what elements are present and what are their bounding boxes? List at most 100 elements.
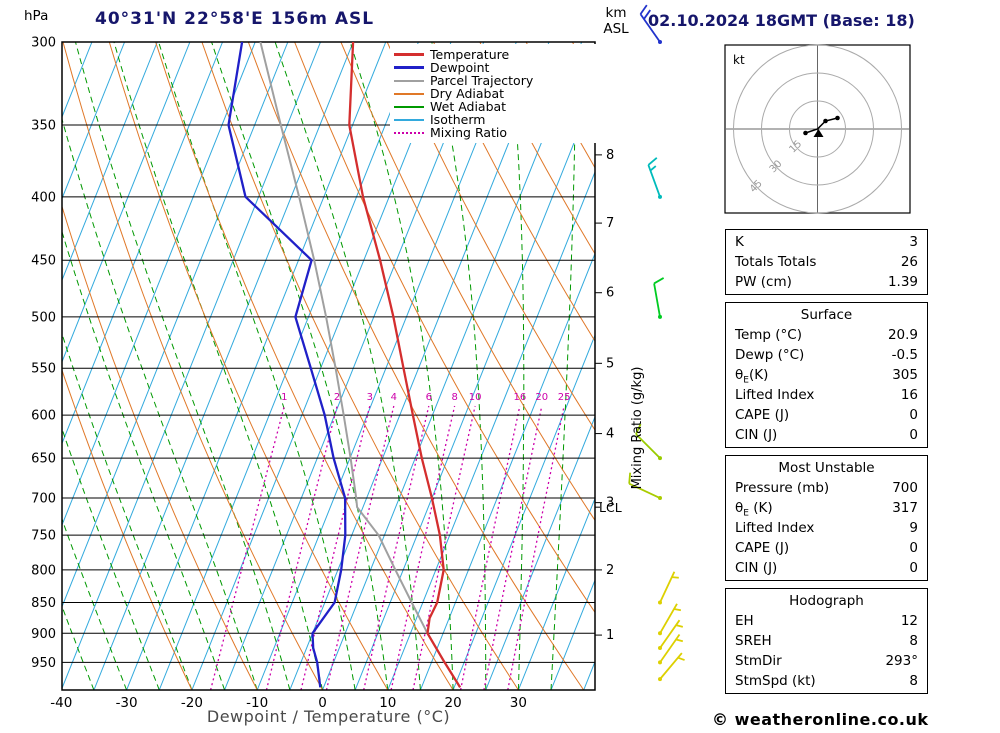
stat-label: StmSpd (kt) bbox=[735, 673, 816, 689]
pressure-tick-label: 650 bbox=[31, 452, 56, 467]
plot-frame bbox=[61, 41, 596, 691]
stat-value: 305 bbox=[892, 367, 918, 383]
stat-row: Temp (°C) 20.9 bbox=[726, 325, 927, 345]
stat-row: StmSpd (kt) 8 bbox=[726, 671, 927, 691]
pressure-tick-label: 350 bbox=[31, 118, 56, 133]
legend-label: Temperature bbox=[430, 47, 510, 62]
stat-label: K bbox=[735, 234, 744, 250]
wind-barb bbox=[658, 571, 679, 605]
pressure-tick-label: 950 bbox=[31, 656, 56, 671]
mixing-ratio-value-label: 25 bbox=[558, 392, 571, 403]
stat-label: CAPE (J) bbox=[735, 540, 790, 556]
panel-hodograph: Hodograph EH 12 SREH 8 StmDir 293° StmSpd (kt) 8 bbox=[725, 588, 928, 694]
pressure-tick-label: 300 bbox=[31, 36, 56, 51]
parcel-trajectory-curve bbox=[259, 42, 461, 688]
stat-row: Totals Totals 26 bbox=[726, 252, 927, 272]
km-tick-label: 7 bbox=[606, 216, 614, 231]
temperature-axis-title: Dewpoint / Temperature (°C) bbox=[206, 707, 451, 726]
stat-row: CAPE (J) 0 bbox=[726, 538, 927, 558]
legend-item: Dewpoint bbox=[392, 61, 596, 74]
stat-value: 317 bbox=[892, 500, 918, 516]
stat-value: 1.39 bbox=[887, 274, 918, 290]
legend-item: Isotherm bbox=[392, 113, 596, 126]
stat-value: 16 bbox=[900, 387, 918, 403]
pressure-tick-labels: 300 350 400 450 500 550 600 650 700 750 800 850 900 9… bbox=[31, 36, 56, 671]
wind-barb bbox=[635, 423, 662, 461]
hodograph-trace bbox=[805, 117, 838, 134]
panel-most-unstable: Most Unstable Pressure (mb) 700 θE (K) 317 Li… bbox=[725, 455, 928, 581]
stat-value: 293° bbox=[885, 653, 918, 669]
mixing-ratio-value-label: 20 bbox=[535, 392, 548, 403]
stat-value: 0 bbox=[909, 540, 918, 556]
wind-barb bbox=[658, 652, 685, 682]
stat-label: Temp (°C) bbox=[735, 327, 802, 343]
legend-item: Dry Adiabat bbox=[392, 87, 596, 100]
stat-row: CIN (J) 0 bbox=[726, 425, 927, 445]
stat-value: 3 bbox=[909, 234, 918, 250]
legend-label: Dry Adiabat bbox=[430, 86, 505, 101]
stat-row: SREH 8 bbox=[726, 631, 927, 651]
km-axis-ticks: 1 2 3 4 5 6 7 8 bbox=[595, 148, 614, 643]
stats-tables: K 3 Totals Totals 26 PW (cm) 1.39 Surface Temp … bbox=[725, 229, 928, 694]
stat-value: -0.5 bbox=[891, 347, 918, 363]
mixing-ratio-value-label: 1 bbox=[281, 392, 287, 403]
temperature-tick-label: -30 bbox=[116, 695, 138, 711]
panel-surface: Surface Temp (°C) 20.9 Dewp (°C) -0.5 θE(K) 30… bbox=[725, 302, 928, 448]
km-axis-unit: km ASL bbox=[597, 5, 635, 37]
panel-indices: K 3 Totals Totals 26 PW (cm) 1.39 bbox=[725, 229, 928, 295]
stat-row: Dewp (°C) -0.5 bbox=[726, 345, 927, 365]
stat-row: Lifted Index 9 bbox=[726, 518, 927, 538]
hodograph-trace-dot bbox=[823, 118, 828, 124]
stat-row: EH 12 bbox=[726, 611, 927, 631]
stat-row: PW (cm) 1.39 bbox=[726, 272, 927, 292]
temperature-tick-label: -40 bbox=[50, 695, 72, 711]
mixing-ratio-value-label: 6 bbox=[426, 392, 432, 403]
stat-label: CIN (J) bbox=[735, 427, 778, 443]
lcl-marker-label: LCL bbox=[599, 500, 622, 515]
legend-line-sample bbox=[394, 118, 424, 121]
km-axis-unit-line2: ASL bbox=[603, 21, 629, 37]
mixing-ratio-value-label: 16 bbox=[513, 392, 526, 403]
stat-row: Pressure (mb) 700 bbox=[726, 478, 927, 498]
hodograph-unit-label: kt bbox=[733, 53, 745, 67]
pressure-tick-label: 400 bbox=[31, 190, 56, 205]
km-tick-label: 3 bbox=[606, 496, 614, 511]
stat-row: CIN (J) 0 bbox=[726, 558, 927, 578]
hodograph-ring bbox=[789, 100, 846, 158]
km-tick-label: 4 bbox=[606, 427, 614, 442]
legend-line-sample bbox=[394, 79, 424, 82]
temperature-curve bbox=[348, 42, 462, 688]
pressure-tick-label: 800 bbox=[31, 563, 56, 578]
km-tick-label: 6 bbox=[606, 286, 614, 301]
stat-row: StmDir 293° bbox=[726, 651, 927, 671]
hodograph-ring bbox=[733, 44, 902, 214]
pressure-tick-label: 450 bbox=[31, 254, 56, 269]
pressure-tick-label: 600 bbox=[31, 409, 56, 424]
stat-label: SREH bbox=[735, 633, 772, 649]
wind-barb bbox=[658, 634, 684, 665]
mixing-ratio-lines: 1 2 3 4 6 8 10 16 20 25 bbox=[209, 392, 571, 690]
stat-value: 8 bbox=[909, 633, 918, 649]
wind-barb bbox=[658, 619, 684, 651]
temperature-tick-label: -10 bbox=[246, 695, 268, 711]
legend-label: Dewpoint bbox=[430, 60, 490, 75]
km-tick-label: 5 bbox=[606, 356, 614, 371]
temperature-tick-label: 10 bbox=[379, 695, 396, 711]
mixing-ratio-value-label: 10 bbox=[469, 392, 482, 403]
stat-value: 700 bbox=[892, 480, 918, 496]
temperature-tick-label: 20 bbox=[445, 695, 462, 711]
stat-value: 0 bbox=[909, 427, 918, 443]
km-axis-unit-line1: km bbox=[605, 5, 627, 21]
page-title: 40°31'N 22°58'E 156m ASL bbox=[95, 9, 375, 29]
km-tick-label: 8 bbox=[606, 148, 614, 163]
pressure-axis-unit: hPa bbox=[24, 8, 49, 24]
stat-row: CAPE (J) 0 bbox=[726, 405, 927, 425]
stat-label: Dewp (°C) bbox=[735, 347, 805, 363]
stat-label: PW (cm) bbox=[735, 274, 792, 290]
legend-item: Temperature bbox=[392, 48, 596, 61]
stat-label: CIN (J) bbox=[735, 560, 778, 576]
legend-label: Mixing Ratio bbox=[430, 125, 508, 140]
panel-title: Surface bbox=[800, 307, 853, 323]
stat-label: Lifted Index bbox=[735, 387, 815, 403]
